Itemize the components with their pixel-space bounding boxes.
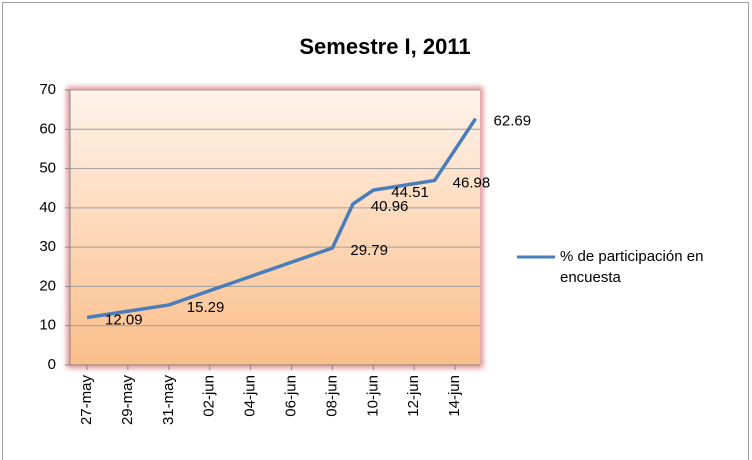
x-tick-label: 31-may bbox=[160, 375, 177, 426]
x-tick-label: 02-jun bbox=[201, 375, 218, 417]
data-label: 46.98 bbox=[453, 174, 491, 191]
x-tick-label: 04-jun bbox=[242, 375, 259, 417]
data-label: 15.29 bbox=[187, 299, 225, 316]
data-label: 40.96 bbox=[371, 198, 409, 215]
y-tick-label: 50 bbox=[39, 160, 56, 177]
y-tick-label: 0 bbox=[48, 356, 56, 373]
series-line bbox=[86, 117, 478, 320]
y-tick-label: 10 bbox=[39, 317, 56, 334]
x-tick-label: 12-jun bbox=[405, 375, 422, 417]
plot-area bbox=[70, 90, 480, 365]
legend-label: % de participación en encuesta bbox=[560, 248, 704, 286]
data-label: 62.69 bbox=[494, 113, 532, 130]
y-tick-label: 20 bbox=[39, 277, 56, 294]
data-label: 29.79 bbox=[350, 242, 388, 259]
y-tick-label: 30 bbox=[39, 238, 56, 255]
y-tick-label: 70 bbox=[39, 81, 56, 98]
y-tick-label: 40 bbox=[39, 199, 56, 216]
x-tick-label: 08-jun bbox=[323, 375, 340, 417]
x-tick-label: 27-may bbox=[78, 375, 95, 426]
x-tick-label: 10-jun bbox=[364, 375, 381, 417]
x-tick-label: 06-jun bbox=[282, 375, 299, 417]
x-tick-label: 14-jun bbox=[446, 375, 463, 417]
data-label: 44.51 bbox=[391, 184, 429, 201]
x-tick-label: 29-may bbox=[119, 375, 136, 426]
chart-title: Semestre I, 2011 bbox=[299, 34, 470, 59]
y-tick-label: 60 bbox=[39, 120, 56, 137]
data-label: 12.09 bbox=[105, 311, 143, 328]
